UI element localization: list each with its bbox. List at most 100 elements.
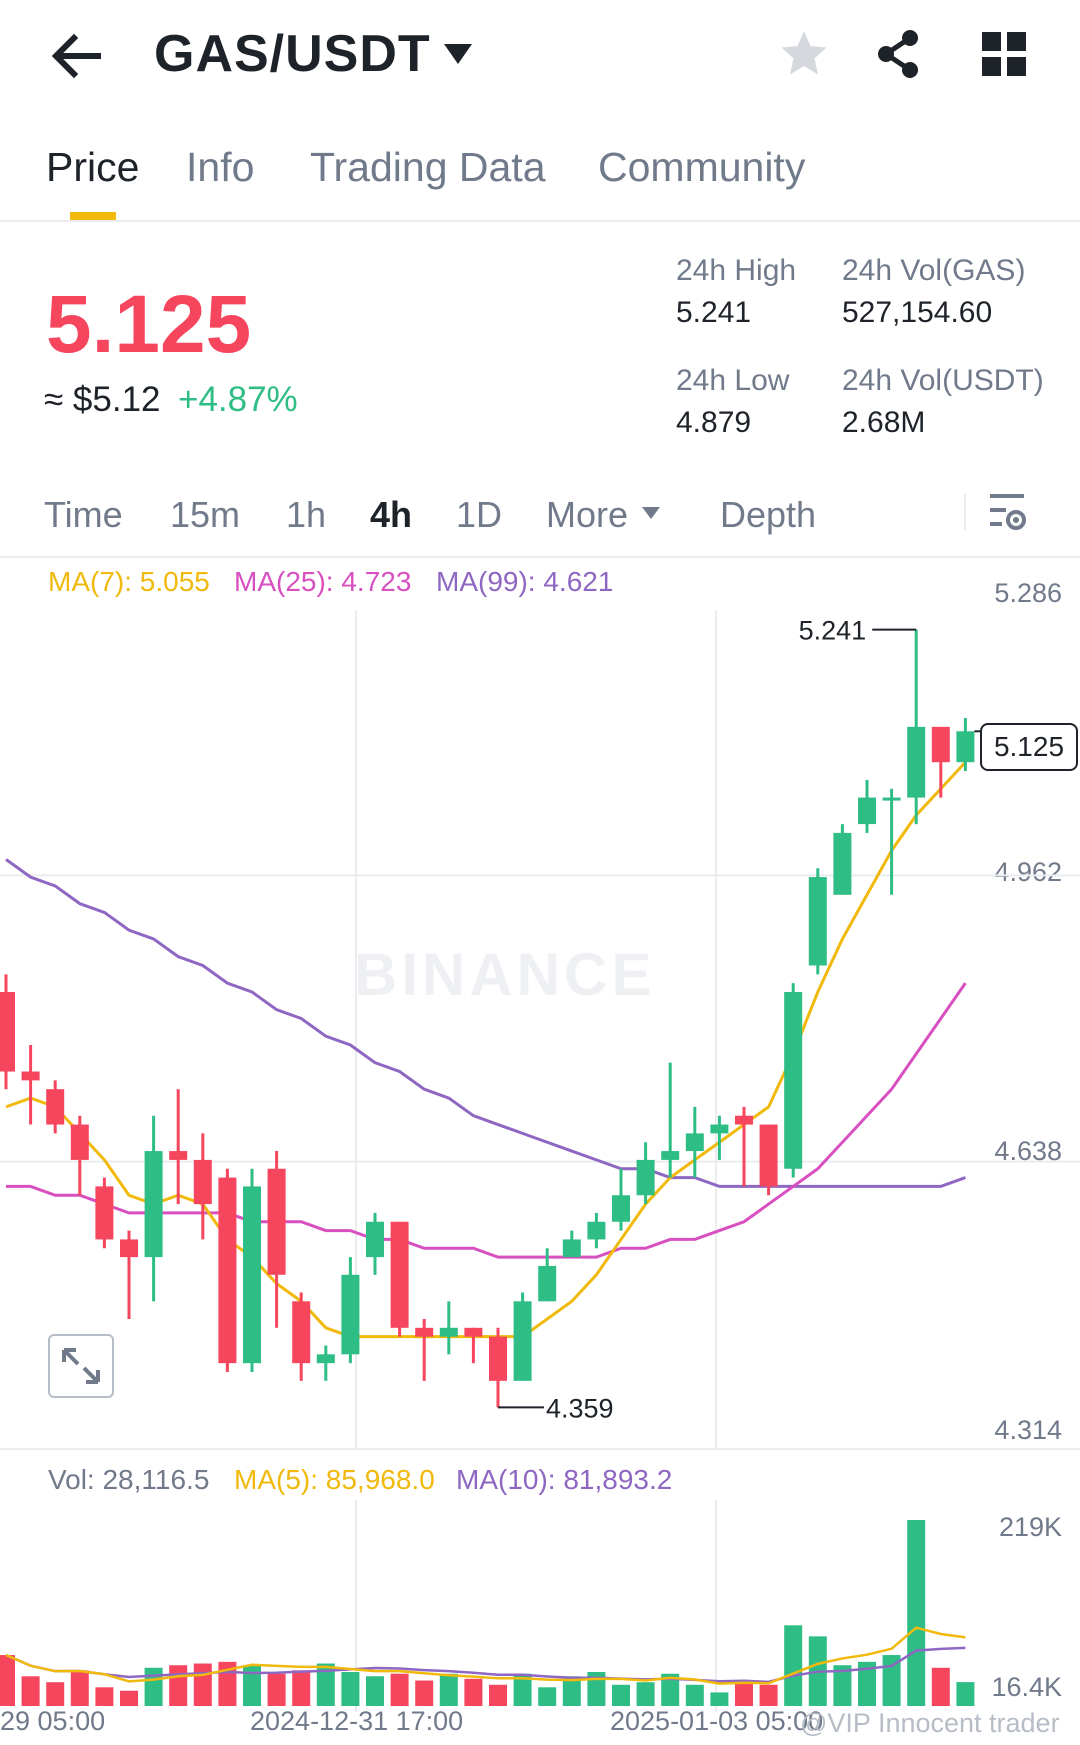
price-axis-label: 5.286 [994, 578, 1062, 608]
volume-bar [316, 1663, 335, 1706]
interval-1h[interactable]: 1h [286, 494, 327, 535]
volume-bar [759, 1684, 778, 1706]
interval-time[interactable]: Time [44, 494, 123, 535]
back-arrow-icon[interactable] [48, 28, 104, 84]
volume-bar [120, 1690, 138, 1706]
candle-body [612, 1195, 630, 1222]
more-dropdown-icon[interactable] [640, 505, 662, 521]
volume-bar [341, 1672, 360, 1706]
image-credit: @VIP Innocent trader [800, 1708, 1060, 1738]
volume-ma5-legend: MA(5): 85,968.0 [234, 1464, 435, 1495]
fullscreen-button[interactable] [48, 1334, 114, 1398]
ma99-line [5, 858, 966, 1188]
volume-bar [710, 1692, 729, 1706]
candle-body [46, 1089, 65, 1125]
share-icon[interactable] [872, 28, 924, 80]
pair-dropdown-icon[interactable] [440, 40, 476, 68]
time-axis-label: 29 05:00 [0, 1706, 106, 1736]
toolbar-divider [964, 494, 966, 530]
candle-body [858, 797, 876, 825]
candle-body [292, 1301, 311, 1364]
volume-bar [95, 1687, 114, 1706]
volume-bar [858, 1661, 876, 1706]
low-price-label: 4.359 [546, 1393, 614, 1423]
ma99-legend: MA(99): 4.621 [436, 566, 614, 597]
interval-more[interactable]: More [546, 494, 629, 535]
volume-bar [956, 1682, 975, 1706]
header: GAS/USDT [0, 0, 1080, 110]
volume-ma10-legend: MA(10): 81,893.2 [456, 1464, 673, 1495]
candle-body [267, 1168, 286, 1275]
tab-trading-data[interactable]: Trading Data [310, 144, 546, 190]
candle-body [144, 1151, 163, 1258]
volume-bar [0, 1655, 15, 1706]
candle-body [415, 1327, 434, 1337]
volume-chart[interactable] [0, 1500, 1080, 1712]
candle-body [907, 726, 926, 798]
volume-bar [267, 1673, 286, 1706]
volume-bar [661, 1673, 680, 1706]
volume-bar [882, 1655, 901, 1706]
volume-axis-label: 219K [998, 1512, 1062, 1542]
candlestick-chart[interactable]: 5.241 4.359 [0, 610, 1080, 1450]
candle-body [931, 726, 950, 763]
candle-body [587, 1221, 606, 1240]
volume-bar [612, 1684, 630, 1706]
candle-body [439, 1327, 458, 1337]
high-value: 5.241 [676, 296, 752, 329]
layout-grid-icon[interactable] [980, 30, 1028, 78]
candle-body [636, 1159, 655, 1196]
volume-bar [735, 1680, 753, 1706]
tab-price[interactable]: Price [46, 144, 140, 190]
chart-settings-icon[interactable] [988, 490, 1028, 534]
interval-4h[interactable]: 4h [370, 494, 413, 535]
volume-bar [489, 1684, 507, 1706]
current-price-tag: 5.125 [980, 723, 1078, 771]
candle-body [710, 1124, 729, 1134]
volume-bar [587, 1672, 606, 1706]
volume-bar [46, 1682, 65, 1706]
ma25-line [6, 982, 967, 1259]
chart-annotations: 5.241 4.359 [498, 616, 980, 1423]
volume-bar [390, 1673, 409, 1706]
volume-bar [513, 1673, 532, 1706]
price-axis-label: 4.314 [994, 1415, 1062, 1445]
vol-base-value: 527,154.60 [842, 296, 993, 329]
candle-body [193, 1159, 212, 1205]
ma7-line [5, 761, 967, 1339]
price-change-percent: +4.87% [178, 380, 298, 419]
volume-bar [833, 1665, 852, 1706]
candle-body [808, 877, 827, 966]
candle-body [464, 1327, 483, 1337]
candle-body [735, 1115, 753, 1125]
time-axis-label: 2024-12-31 17:00 [250, 1706, 464, 1736]
tab-community[interactable]: Community [598, 144, 806, 190]
candle-body [366, 1221, 384, 1258]
favorite-star-icon[interactable] [778, 28, 830, 80]
volume-bar [243, 1665, 261, 1706]
volume-bar [193, 1663, 212, 1706]
vol-base-label: 24h Vol(GAS) [842, 254, 1026, 287]
candle-body [661, 1151, 680, 1160]
interval-15m[interactable]: 15m [170, 494, 241, 535]
interval-1d[interactable]: 1D [456, 494, 503, 535]
interval-depth[interactable]: Depth [720, 494, 817, 535]
volume-bar [415, 1680, 434, 1706]
candle-body [513, 1301, 532, 1381]
candle-body [956, 731, 975, 763]
vol-quote-label: 24h Vol(USDT) [842, 364, 1044, 397]
candle-body [759, 1124, 778, 1187]
candle-body [95, 1186, 114, 1240]
fiat-price: ≈ $5.12 [44, 380, 161, 419]
time-axis-label: 2025-01-03 05:00 [610, 1706, 824, 1736]
volume-bar [562, 1676, 581, 1706]
candles [0, 629, 975, 1408]
volume-bar [21, 1676, 40, 1706]
tab-info[interactable]: Info [186, 144, 255, 190]
candle-body [784, 991, 803, 1169]
volume-legend: Vol: 28,116.5 [48, 1464, 210, 1495]
pair-title[interactable]: GAS/USDT [154, 25, 431, 83]
volume-bar [907, 1520, 926, 1706]
candle-body [218, 1177, 237, 1364]
candle-body [120, 1239, 138, 1258]
